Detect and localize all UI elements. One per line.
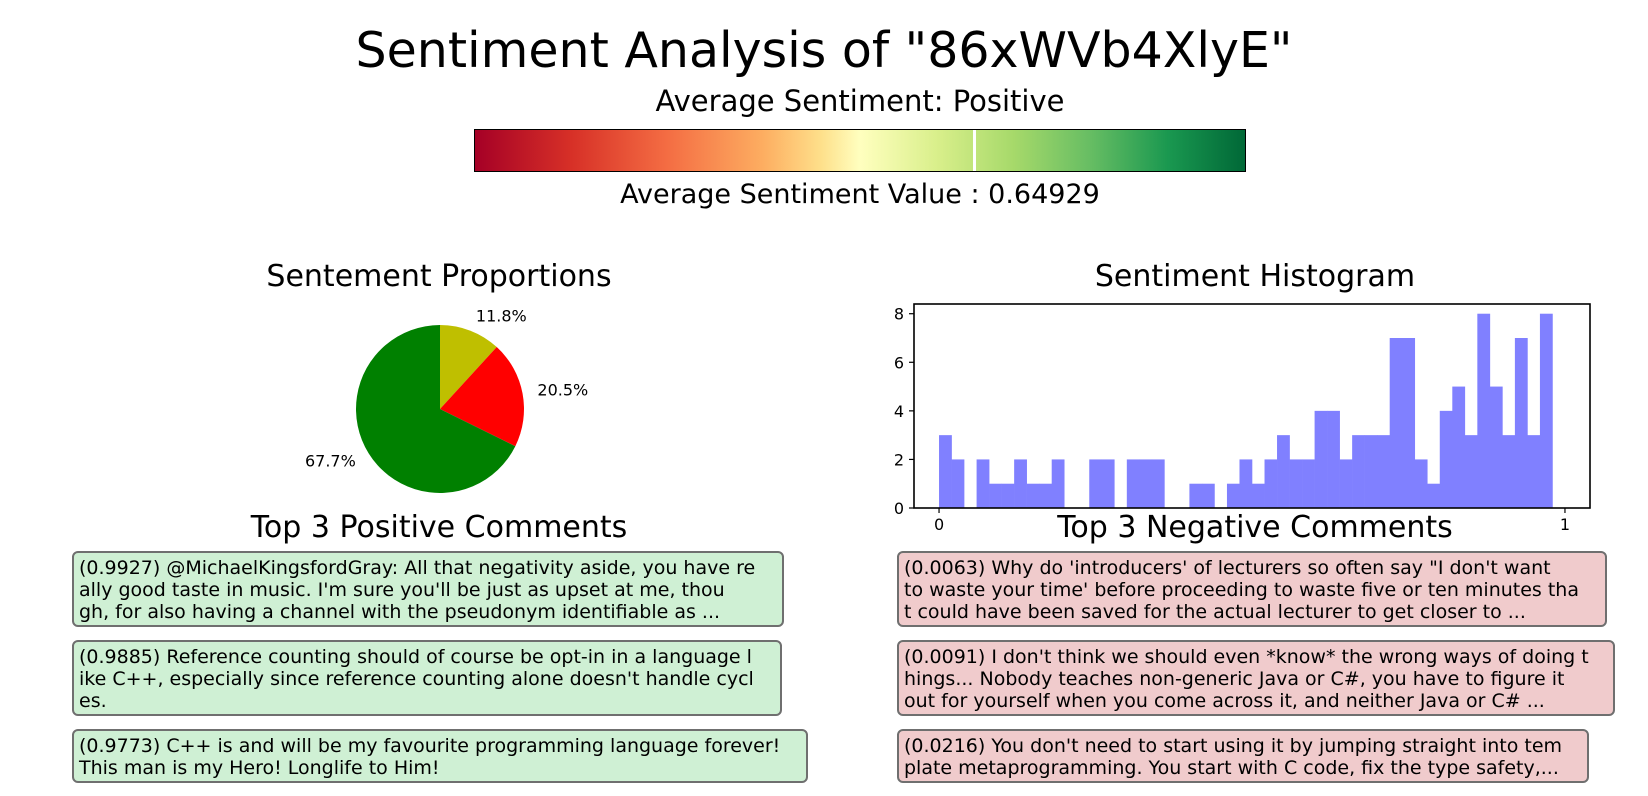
histogram-bar	[1514, 338, 1528, 508]
histogram-bar	[1051, 459, 1065, 508]
average-sentiment-label: Average Sentiment: Positive	[655, 84, 1065, 118]
histogram-bar	[1327, 410, 1340, 508]
y-tick-label: 6	[894, 353, 904, 372]
histogram-bar	[1377, 435, 1391, 508]
histogram-bar	[1477, 313, 1491, 508]
histogram-bar	[1039, 483, 1053, 508]
histogram-bar	[1352, 435, 1365, 508]
histogram-bar	[1101, 459, 1115, 508]
pie-slice-2	[440, 347, 524, 447]
histogram-chart: 0 2 4 6 8 0 1	[894, 303, 1591, 534]
histogram-bar	[1252, 483, 1265, 508]
negative-comment-1: (0.0063) Why do 'introducers' of lecture…	[897, 551, 1607, 627]
histogram-bar	[1289, 459, 1303, 508]
histogram-bar	[1239, 459, 1253, 508]
pie-label-3: 67.7%	[305, 451, 356, 470]
histogram-bar	[1089, 459, 1103, 508]
pie-title: Sentement Proportions	[266, 259, 612, 294]
histogram-bar	[951, 459, 965, 508]
histogram-bar	[1151, 459, 1165, 508]
histogram-bar	[1226, 483, 1240, 508]
colorbar-marker	[973, 130, 977, 171]
pie-chart: 11.8% 20.5% 67.7%	[305, 307, 588, 493]
histogram-bar	[1489, 386, 1503, 508]
average-sentiment-value: Average Sentiment Value : 0.64929	[620, 179, 1100, 210]
x-tick-label: 1	[1560, 515, 1570, 534]
sentiment-colorbar	[474, 129, 1246, 172]
histogram-bar	[1502, 435, 1516, 508]
histogram-bar	[1389, 338, 1403, 508]
positive-comment-3: (0.9773) C++ is and will be my favourite…	[72, 729, 808, 783]
histogram-bar	[1302, 459, 1315, 508]
negative-comment-2: (0.0091) I don't think we should even *k…	[897, 640, 1615, 716]
histogram-frame	[913, 303, 1591, 509]
y-tick-label: 8	[894, 305, 904, 324]
y-tick-label: 4	[894, 402, 904, 421]
histogram-bar	[1414, 459, 1428, 508]
pie-slice-3	[356, 325, 516, 493]
histogram-bar	[1452, 386, 1466, 508]
histogram-bar	[1139, 459, 1153, 508]
histogram-bar	[1314, 410, 1328, 508]
histogram-bar	[1264, 459, 1278, 508]
histogram-title: Sentiment Histogram	[1094, 259, 1416, 294]
pie-slice-1	[440, 325, 497, 409]
histogram-bar	[1001, 483, 1015, 508]
histogram-bar	[1126, 459, 1140, 508]
histogram-bar	[1277, 435, 1290, 508]
histogram-bar	[1014, 459, 1027, 508]
pie-label-2: 20.5%	[537, 381, 588, 400]
positive-comments-title: Top 3 Positive Comments	[250, 510, 628, 545]
positive-comment-2: (0.9885) Reference counting should of co…	[72, 640, 782, 716]
histogram-bar	[1427, 483, 1441, 508]
histogram-bar	[1402, 338, 1416, 508]
histogram-bar	[939, 435, 952, 508]
page-title: Sentiment Analysis of "86xWVb4XlyE"	[355, 22, 1293, 79]
histogram-bar	[1464, 435, 1478, 508]
y-tick-label: 0	[894, 499, 904, 518]
histogram-bar	[1201, 483, 1215, 508]
histogram-bar	[1539, 313, 1553, 508]
x-tick-label: 0	[934, 515, 944, 534]
histogram-bar	[1339, 459, 1353, 508]
y-tick-label: 2	[894, 450, 904, 469]
histogram-bar	[989, 483, 1002, 508]
negative-comments-title: Top 3 Negative Comments	[1057, 510, 1453, 545]
histogram-bar	[1527, 435, 1541, 508]
pie-label-1: 11.8%	[476, 307, 527, 326]
histogram-bar	[1026, 483, 1040, 508]
negative-comment-3: (0.0216) You don't need to start using i…	[897, 729, 1589, 783]
histogram-bar	[1439, 410, 1453, 508]
histogram-bar	[1189, 483, 1203, 508]
histogram-bar	[1364, 435, 1378, 508]
histogram-bar	[976, 459, 990, 508]
positive-comment-1: (0.9927) @MichaelKingsfordGray: All that…	[72, 551, 784, 627]
